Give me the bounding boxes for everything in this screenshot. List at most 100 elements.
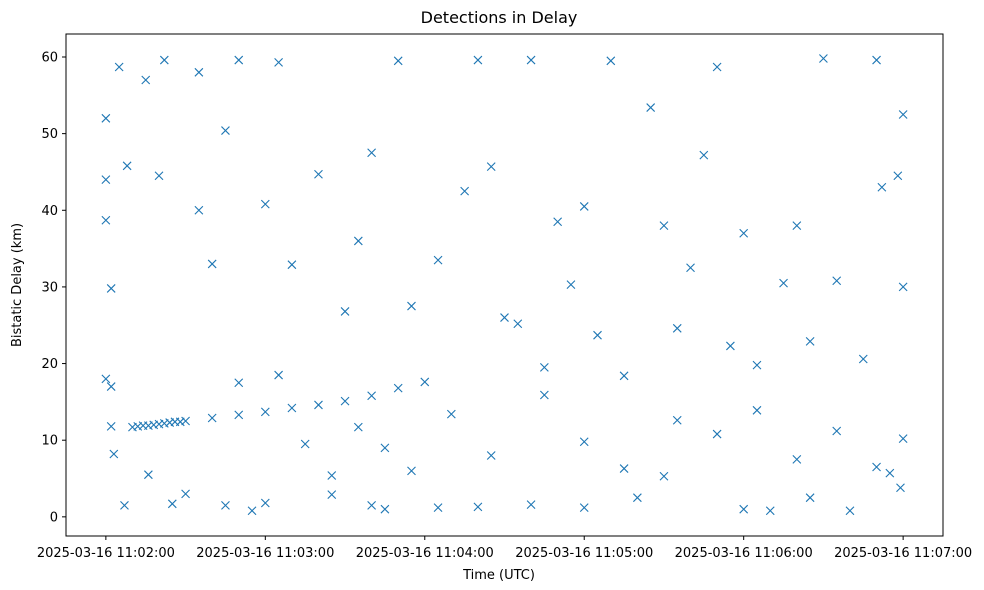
data-point [207, 413, 217, 423]
data-point [898, 110, 908, 119]
data-point [353, 422, 363, 432]
data-point [632, 493, 642, 503]
data-point [114, 62, 124, 72]
data-point [234, 378, 244, 388]
data-point [579, 503, 589, 513]
data-point [619, 371, 629, 381]
data-point [606, 56, 616, 66]
data-point [712, 62, 722, 72]
plot-frame [65, 33, 944, 537]
data-point [473, 55, 483, 65]
x-tick-label: 2025-03-16 11:05:00 [515, 546, 653, 561]
x-axis-label: Time (UTC) [462, 568, 535, 583]
data-point [819, 54, 828, 63]
data-point [207, 259, 217, 269]
data-point [143, 470, 153, 480]
x-tick-label: 2025-03-16 11:06:00 [675, 546, 813, 561]
data-point [752, 405, 762, 415]
data-point [247, 506, 257, 516]
data-point [893, 171, 903, 181]
data-point [101, 374, 111, 384]
data-point [619, 464, 629, 473]
data-point [539, 363, 549, 372]
data-point [101, 215, 111, 225]
data-point [792, 221, 802, 230]
data-point [832, 426, 842, 436]
data-point [672, 415, 682, 425]
data-point [101, 175, 111, 185]
x-tick-label: 2025-03-16 11:04:00 [356, 546, 494, 561]
data-point [260, 199, 270, 209]
data-point [526, 55, 536, 65]
y-axis: 0 10 20 30 40 50 60 [41, 50, 66, 525]
data-point [433, 503, 443, 513]
data-point [659, 471, 669, 481]
data-point [234, 55, 244, 65]
data-point [274, 57, 283, 67]
y-tick-label: 10 [41, 434, 58, 449]
data-point [566, 280, 576, 290]
data-point [420, 377, 430, 387]
data-point [287, 403, 297, 413]
data-point [872, 55, 881, 65]
data-point [367, 391, 377, 401]
data-point [106, 382, 116, 391]
data-point [260, 407, 270, 417]
data-point [699, 150, 709, 160]
data-point [407, 466, 416, 476]
data-point [792, 454, 802, 464]
data-point [553, 217, 563, 227]
data-point [380, 443, 390, 453]
data-point [221, 126, 230, 135]
data-point [353, 236, 363, 246]
data-point [380, 504, 390, 514]
data-point [300, 439, 310, 449]
y-tick-label: 50 [41, 127, 58, 142]
data-point [659, 221, 669, 230]
y-tick-label: 20 [41, 357, 58, 372]
data-point [314, 169, 323, 179]
data-point [898, 282, 908, 292]
data-point [109, 449, 119, 459]
data-point [858, 354, 868, 364]
x-tick-label: 2025-03-16 11:02:00 [37, 546, 175, 561]
data-point [752, 360, 762, 370]
y-tick-label: 40 [41, 204, 58, 219]
data-point [805, 493, 815, 503]
data-point [765, 506, 775, 516]
data-point [106, 422, 116, 431]
data-point [539, 390, 549, 400]
data-point [877, 182, 887, 192]
data-point [287, 260, 297, 270]
data-point [872, 462, 881, 472]
data-point [340, 396, 350, 406]
data-point [593, 330, 602, 340]
data-point [122, 161, 132, 171]
data-point [712, 429, 722, 439]
data-point [473, 502, 483, 512]
data-point [832, 276, 842, 286]
data-point [486, 162, 496, 171]
data-point [106, 284, 116, 293]
data-point [181, 489, 190, 499]
data-point [221, 500, 230, 510]
data-point [194, 205, 204, 215]
data-point [101, 113, 111, 123]
data-point [260, 498, 270, 508]
data-point [896, 483, 905, 493]
data-point [579, 437, 589, 447]
y-tick-label: 30 [41, 280, 58, 295]
data-point [726, 341, 735, 351]
data-point [167, 499, 177, 509]
marker-layer [101, 54, 908, 516]
data-point [739, 228, 749, 238]
data-point [393, 56, 403, 66]
data-point [120, 500, 129, 510]
data-point [141, 75, 151, 85]
data-point [340, 307, 350, 316]
data-point [486, 451, 496, 460]
plot-area [66, 34, 943, 536]
data-point [845, 506, 855, 516]
x-tick-label: 2025-03-16 11:03:00 [196, 546, 334, 561]
